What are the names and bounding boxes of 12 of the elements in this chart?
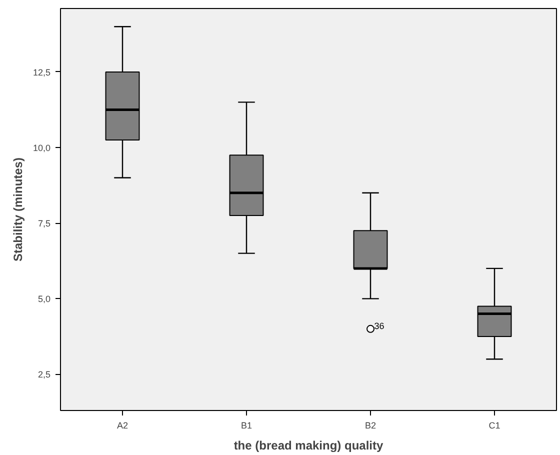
y-tick-label: 5,0 [38,294,51,304]
y-axis-title: Stability (minutes) [10,157,25,262]
x-tick-label: B1 [240,420,252,430]
x-tick-label: B2 [364,420,376,430]
y-tick-label: 7,5 [38,218,51,229]
y-tick-label: 12,5 [32,67,51,78]
y-tick-label: 10,0 [32,143,51,154]
x-tick-label: A2 [116,420,128,430]
annotation: 36 [374,320,384,331]
x-tick-label: C1 [488,420,500,430]
x-axis-title: the (bread making) quality [234,438,384,452]
y-tick-label: 2,5 [38,370,51,380]
